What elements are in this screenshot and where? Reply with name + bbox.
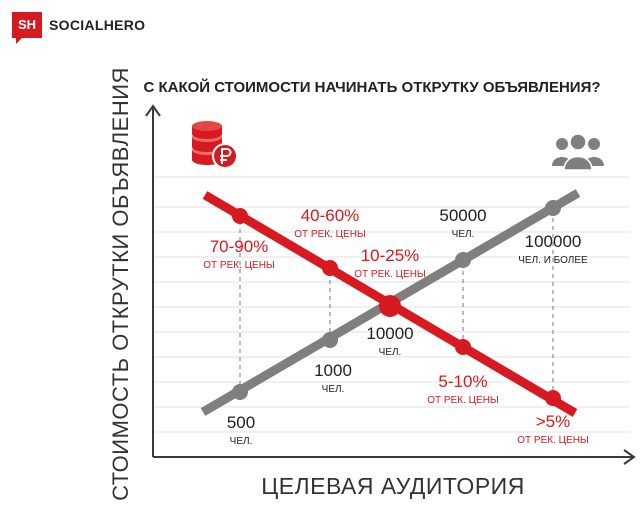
point-1-3 bbox=[455, 252, 471, 268]
data-note-1-0: ЧЕЛ. bbox=[230, 436, 253, 447]
data-label-1-1: 1000 bbox=[314, 361, 352, 380]
grid bbox=[154, 176, 630, 433]
point-0-0 bbox=[232, 208, 248, 224]
data-label-0-0: 70-90% bbox=[210, 237, 269, 256]
point-1-1 bbox=[322, 332, 338, 348]
data-labels: 70-90% ОТ РЕК. ЦЕНЫ 40-60% ОТ РЕК. ЦЕНЫ 10-2… bbox=[203, 206, 589, 447]
data-note-1-3: ЧЕЛ. bbox=[452, 229, 475, 240]
data-label-1-0: 500 bbox=[227, 413, 255, 432]
data-label-0-3: 5-10% bbox=[438, 372, 487, 391]
logo-mark: SH bbox=[12, 12, 42, 44]
data-points bbox=[232, 200, 561, 406]
x-axis-label: ЦЕЛЕВАЯ АУДИТОРИЯ bbox=[261, 473, 525, 499]
point-1-4 bbox=[545, 200, 561, 216]
guide-lines bbox=[239, 208, 554, 398]
data-label-1-4: 100000 bbox=[525, 232, 582, 251]
data-note-0-0: ОТ РЕК. ЦЕНЫ bbox=[203, 260, 275, 271]
data-note-0-2: ОТ РЕК. ЦЕНЫ bbox=[354, 269, 426, 280]
data-note-0-4: ОТ РЕК. ЦЕНЫ bbox=[517, 435, 589, 446]
data-note-0-3: ОТ РЕК. ЦЕНЫ bbox=[427, 395, 499, 406]
point-0-1 bbox=[322, 260, 338, 276]
people-group-icon bbox=[552, 133, 604, 171]
data-note-1-4: ЧЕЛ. И БОЛЕЕ bbox=[518, 255, 588, 266]
data-label-0-4: >5% bbox=[536, 412, 571, 431]
data-label-1-2: 10000 bbox=[366, 324, 413, 343]
logo-text: SOCIALHERO bbox=[49, 17, 146, 33]
point-1-0 bbox=[232, 384, 248, 400]
data-label-0-1: 40-60% bbox=[301, 206, 360, 225]
data-note-0-1: ОТ РЕК. ЦЕНЫ bbox=[294, 229, 366, 240]
data-label-1-3: 50000 bbox=[439, 206, 486, 225]
y-axis-label: СТОИМОСТЬ ОТКРУТКИ ОБЪЯВЛЕНИЯ bbox=[108, 67, 133, 501]
point-0-2 bbox=[379, 295, 401, 317]
x-axis-arrow bbox=[623, 449, 636, 465]
y-axis-arrow bbox=[145, 104, 161, 117]
data-note-1-1: ЧЕЛ. bbox=[322, 384, 345, 395]
point-0-4 bbox=[545, 390, 561, 406]
data-label-0-2: 10-25% bbox=[361, 246, 420, 265]
data-note-1-2: ЧЕЛ. bbox=[379, 347, 402, 358]
coins-ruble-icon bbox=[192, 121, 238, 169]
brand-logo: SH SOCIALHERO bbox=[12, 10, 146, 44]
chart-title: С КАКОЙ СТОИМОСТИ НАЧИНАТЬ ОТКРУТКУ ОБЪЯ… bbox=[143, 78, 600, 96]
point-0-3 bbox=[455, 339, 471, 355]
